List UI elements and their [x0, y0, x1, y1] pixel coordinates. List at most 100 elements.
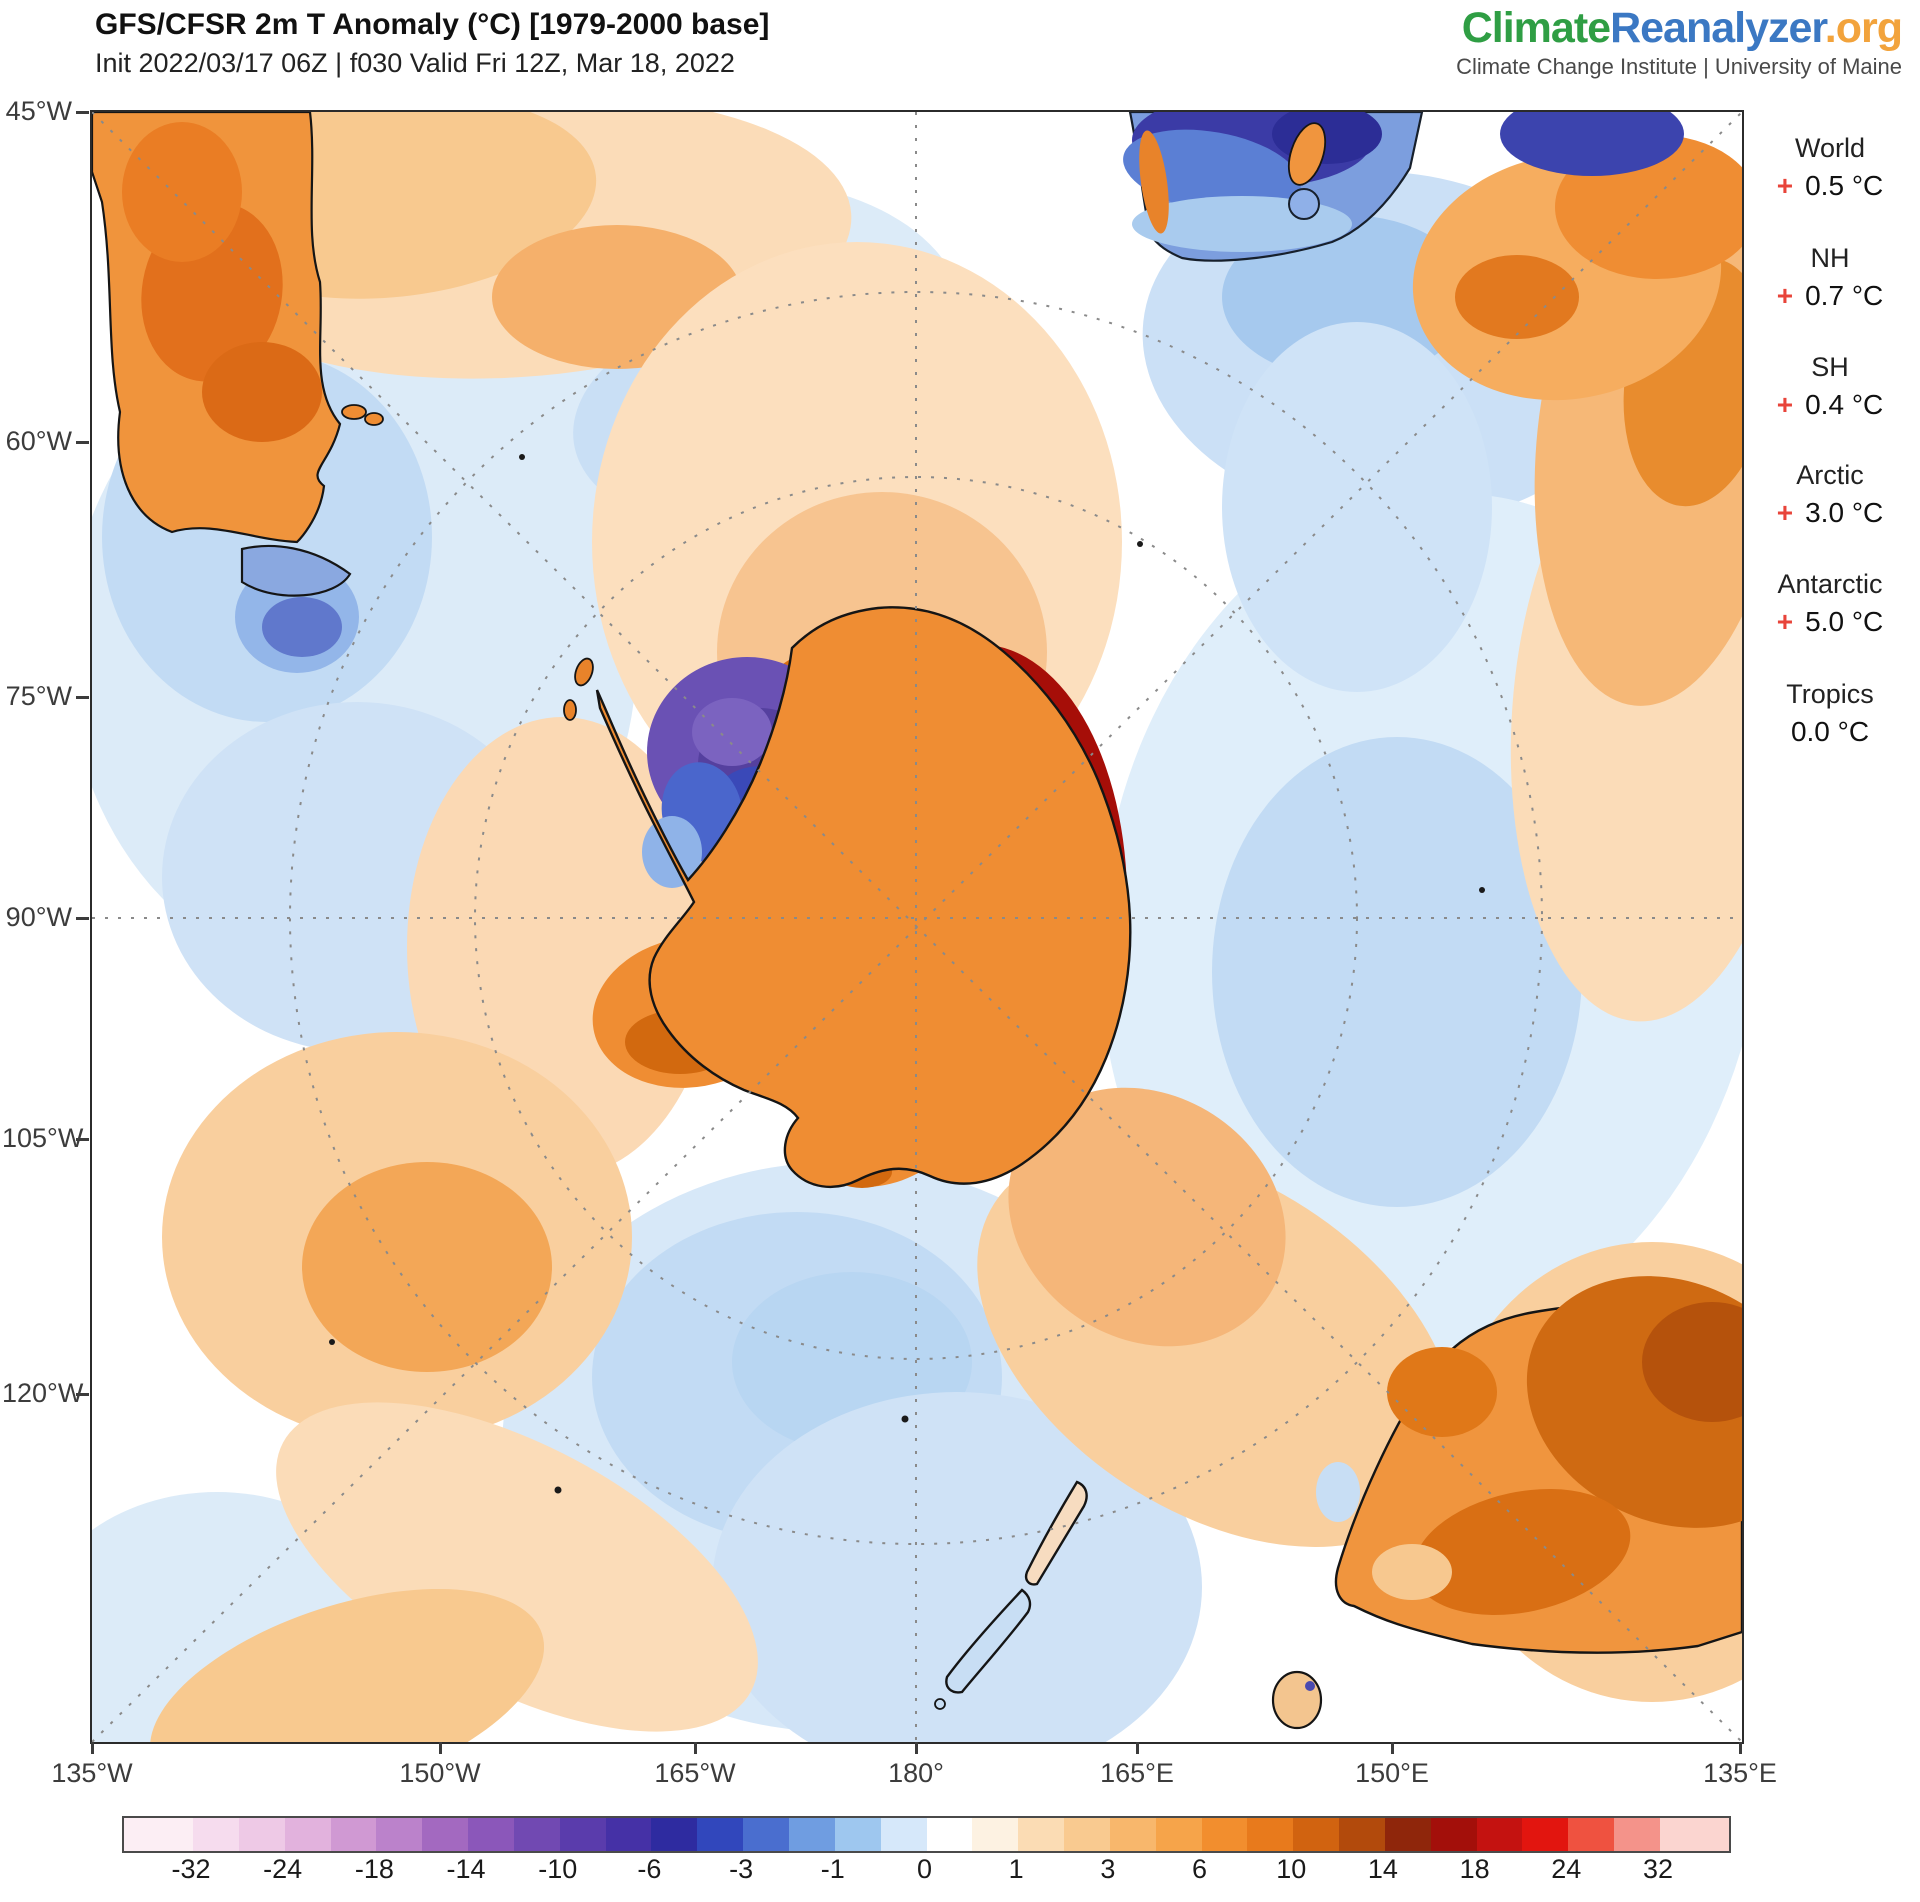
- stat-world: World +0.5 °C: [1740, 133, 1920, 202]
- colorbar-segment: [1155, 1818, 1202, 1851]
- page-title: GFS/CFSR 2m T Anomaly (°C) [1979-2000 ba…: [95, 8, 770, 41]
- colorbar-segment: [1522, 1818, 1569, 1851]
- colorbar-segment: [1614, 1818, 1660, 1851]
- plus-sign: +: [1776, 389, 1794, 420]
- colorbar-tick-label: -14: [446, 1854, 486, 1884]
- stat-arctic: Arctic +3.0 °C: [1740, 460, 1920, 529]
- stat-value: +5.0 °C: [1776, 606, 1884, 637]
- colorbar-segment: [1201, 1818, 1248, 1851]
- map-frame: [90, 110, 1744, 1744]
- colorbar-segment: [834, 1818, 881, 1851]
- stat-sh: SH +0.4 °C: [1740, 352, 1920, 421]
- antarctica: [563, 606, 1132, 1189]
- x-axis-tick: [694, 1742, 697, 1754]
- stat-tropics: Tropics 0.0 °C: [1740, 679, 1920, 748]
- colorbar-segment: [513, 1818, 560, 1851]
- logo-org: .org: [1824, 4, 1903, 52]
- anomaly-map-canvas: [92, 112, 1742, 1742]
- new-zealand-north-island: [1024, 1480, 1088, 1586]
- stat-value: +3.0 °C: [1776, 497, 1884, 528]
- stat-value: 0.0 °C: [1790, 716, 1870, 747]
- x-axis-tick: [439, 1742, 442, 1754]
- stat-region-label: Tropics: [1786, 679, 1874, 709]
- y-axis-label: 75°W: [5, 681, 72, 711]
- colorbar-segment: [468, 1818, 514, 1851]
- colorbar-tick-label: -24: [263, 1854, 303, 1884]
- stat-region-label: Antarctic: [1777, 569, 1883, 599]
- plus-sign: +: [1776, 497, 1794, 528]
- y-axis-tick: [76, 917, 89, 920]
- colorbar-segment: [880, 1818, 927, 1851]
- x-axis-label: 150°W: [399, 1758, 481, 1788]
- colorbar-tick-label: 3: [1100, 1854, 1116, 1884]
- x-axis-tick: [1739, 1742, 1742, 1754]
- colorbar-tick-label: 10: [1276, 1854, 1307, 1884]
- colorbar-tick-label: -10: [538, 1854, 578, 1884]
- x-axis-tick: [915, 1742, 918, 1754]
- logo-reanalyzer: Reanalyzer: [1610, 4, 1826, 52]
- colorbar-segment: [1064, 1818, 1110, 1851]
- colorbar-tick-label: -32: [171, 1854, 211, 1884]
- x-axis-tick: [1136, 1742, 1139, 1754]
- colorbar-segment: [1109, 1818, 1156, 1851]
- x-axis-tick: [91, 1742, 94, 1754]
- x-axis-label: 150°E: [1355, 1758, 1429, 1788]
- colorbar-segment: [743, 1818, 789, 1851]
- colorbar-segment: [284, 1818, 331, 1851]
- y-axis-label: 45°W: [5, 96, 72, 126]
- colorbar-segment: [193, 1818, 239, 1851]
- x-axis-label: 165°E: [1100, 1758, 1174, 1788]
- stat-region-label: World: [1794, 133, 1866, 163]
- colorbar-segment: [376, 1818, 423, 1851]
- colorbar-segment: [422, 1818, 469, 1851]
- stat-antarctic: Antarctic +5.0 °C: [1740, 569, 1920, 638]
- south-america: [92, 112, 384, 657]
- logo-climate: Climate: [1461, 4, 1611, 52]
- colorbar-tick-label: 6: [1192, 1854, 1208, 1884]
- colorbar-segment: [1018, 1818, 1065, 1851]
- plus-sign: +: [1776, 606, 1794, 637]
- colorbar-segment: [1339, 1818, 1385, 1851]
- colorbar-segment: [1660, 1818, 1729, 1851]
- colorbar-segment: [330, 1818, 377, 1851]
- colorbar-tick-label: 14: [1367, 1854, 1398, 1884]
- tasmania: [1271, 1670, 1323, 1730]
- colorbar-tick-label: 18: [1459, 1854, 1490, 1884]
- climatereanalyzer-logo: ClimateReanalyzer.org: [1461, 4, 1903, 53]
- small-islands: [329, 454, 1485, 1494]
- y-axis-label: 60°W: [5, 426, 72, 456]
- init-valid-subtitle: Init 2022/03/17 06Z | f030 Valid Fri 12Z…: [95, 48, 735, 78]
- stat-nh: NH +0.7 °C: [1740, 243, 1920, 312]
- stat-value: +0.7 °C: [1776, 280, 1884, 311]
- graticule: [92, 112, 1742, 1742]
- colorbar-segment: [651, 1818, 698, 1851]
- colorbar-segment: [926, 1818, 973, 1851]
- y-axis-label: 90°W: [5, 902, 72, 932]
- y-axis-tick: [76, 1138, 89, 1141]
- x-axis-tick: [1391, 1742, 1394, 1754]
- y-axis-label: 120°W: [2, 1378, 84, 1408]
- colorbar-segment: [124, 1818, 193, 1851]
- colorbar-tick-label: 32: [1642, 1854, 1674, 1884]
- plus-sign: +: [1776, 170, 1794, 201]
- y-axis-tick: [76, 111, 89, 114]
- colorbar-segment: [1568, 1818, 1615, 1851]
- x-axis-label: 135°W: [51, 1758, 133, 1788]
- colorbar-tick-label: 24: [1551, 1854, 1582, 1884]
- colorbar-segment: [972, 1818, 1019, 1851]
- colorbar-segment: [1293, 1818, 1340, 1851]
- x-axis-label: 165°W: [654, 1758, 736, 1788]
- stat-region-label: NH: [1810, 243, 1850, 273]
- colorbar-segment: [697, 1818, 744, 1851]
- plus-sign: +: [1776, 280, 1794, 311]
- colorbar-tick-label: -6: [637, 1854, 662, 1884]
- colorbar-tick-label: -18: [354, 1854, 394, 1884]
- australia: [934, 1276, 1742, 1730]
- stat-region-label: Arctic: [1796, 460, 1864, 490]
- colorbar-segment: [559, 1818, 606, 1851]
- y-axis-label: 105°W: [2, 1123, 84, 1153]
- x-axis-label: 135°E: [1703, 1758, 1777, 1788]
- y-axis-tick: [76, 696, 89, 699]
- colorbar-segment: [1430, 1818, 1477, 1851]
- anomaly-colorbar: [122, 1816, 1731, 1853]
